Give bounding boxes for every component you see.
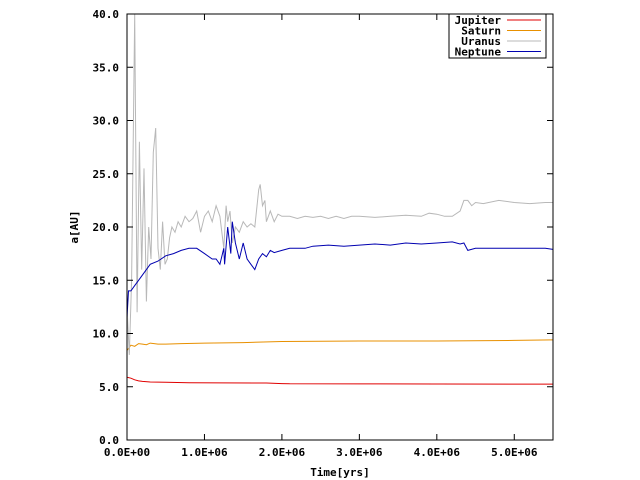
y-tick-label: 20.0 (93, 221, 120, 234)
series-line-jupiter (127, 376, 553, 385)
x-tick-label: 4.0E+06 (414, 446, 461, 459)
legend-label-jupiter: Jupiter (455, 14, 502, 27)
legend-label-uranus: Uranus (461, 35, 501, 48)
ticks-layer: 0.0E+00 1.0E+06 2.0E+06 3.0E+06 4.0E+06 5.0E+… (93, 8, 553, 459)
y-axis-label: a[AU] (68, 210, 81, 243)
x-tick-label: 2.0E+06 (259, 446, 306, 459)
legend-label-saturn: Saturn (461, 25, 501, 38)
x-tick-label: 5.0E+06 (491, 446, 538, 459)
y-tick-label: 5.0 (99, 381, 119, 394)
y-tick-label: 15.0 (93, 274, 120, 287)
y-tick-label: 30.0 (93, 115, 120, 128)
y-tick-label: 40.0 (93, 8, 120, 21)
series-layer (127, 14, 553, 385)
x-tick-label: 0.0E+00 (104, 446, 150, 459)
x-axis-label: Time[yrs] (310, 466, 370, 479)
series-line-neptune (127, 221, 553, 318)
y-tick-label: 35.0 (93, 61, 120, 74)
x-tick-label: 3.0E+06 (336, 446, 383, 459)
y-tick-label: 0.0 (99, 434, 119, 447)
y-tick-label: 10.0 (93, 328, 120, 341)
legend-label-neptune: Neptune (455, 46, 502, 59)
series-line-uranus (127, 14, 553, 355)
series-line-saturn (127, 339, 553, 351)
plot-frame (126, 13, 554, 441)
x-tick-label: 1.0E+06 (181, 446, 228, 459)
y-tick-label: 25.0 (93, 168, 120, 181)
legend-box (448, 13, 547, 59)
